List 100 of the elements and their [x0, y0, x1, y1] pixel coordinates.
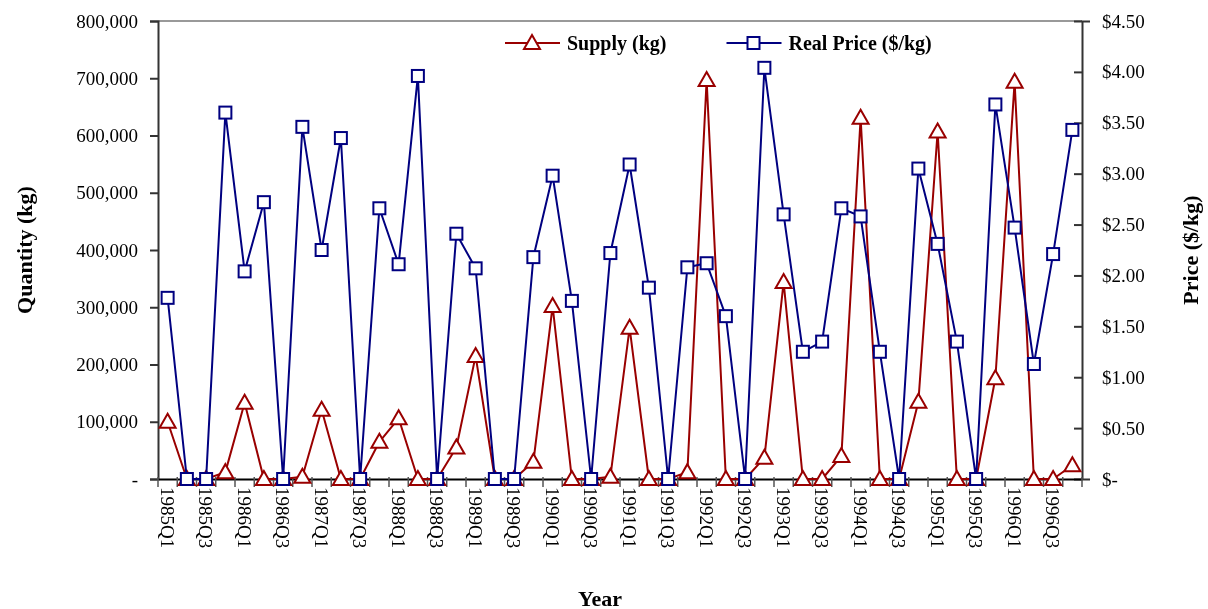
y-tick-label: 300,000	[76, 296, 138, 318]
point	[218, 105, 233, 120]
point	[930, 236, 945, 251]
point	[391, 257, 406, 272]
x-tick-label: 1987Q3	[349, 487, 371, 549]
x-tick-label: 1985Q3	[195, 487, 217, 549]
point	[853, 209, 868, 224]
y-tick-label: 500,000	[76, 182, 138, 204]
point	[562, 470, 581, 486]
point	[815, 334, 830, 349]
x-tick-label: 1995Q3	[965, 487, 987, 549]
x-tick-label: 1994Q3	[888, 487, 910, 549]
point	[870, 470, 889, 486]
y2-tick-label: $4.00	[1102, 61, 1145, 83]
x-tick-label: 1987Q1	[310, 487, 332, 549]
x-axis-title: Year	[578, 586, 623, 609]
y2-tick-label: $2.00	[1102, 265, 1145, 287]
x-tick-label: 1994Q1	[849, 487, 871, 549]
legend-label: Supply (kg)	[567, 32, 667, 55]
point	[909, 392, 928, 409]
point	[447, 438, 466, 455]
point	[466, 346, 485, 363]
point	[795, 344, 810, 359]
point	[216, 463, 235, 480]
x-tick-label: 1990Q1	[541, 487, 563, 549]
point	[1063, 456, 1082, 473]
point	[524, 452, 543, 469]
y2-tick-label: $1.00	[1102, 366, 1145, 388]
y-tick-label: 100,000	[76, 411, 138, 433]
x-tick-label: 1988Q1	[387, 487, 409, 549]
point	[697, 70, 716, 87]
point	[988, 97, 1003, 112]
y-tick-label: 400,000	[76, 239, 138, 261]
point	[834, 201, 849, 216]
y-tick-label: 200,000	[76, 354, 138, 376]
x-tick-label: 1991Q3	[657, 487, 679, 549]
point	[716, 470, 735, 486]
point	[949, 334, 964, 349]
point	[1005, 72, 1024, 89]
y2-axis-title: Price ($/kg)	[1178, 195, 1203, 305]
point	[158, 412, 177, 429]
point	[755, 448, 774, 465]
point	[1046, 247, 1061, 262]
point	[370, 432, 389, 449]
point	[813, 470, 832, 486]
x-tick-label: 1993Q1	[772, 487, 794, 549]
x-tick-label: 1993Q3	[811, 487, 833, 549]
point	[526, 250, 541, 265]
y-axis-title: Quantity (kg)	[12, 186, 37, 314]
point	[314, 243, 329, 257]
point	[449, 226, 464, 241]
point	[1026, 356, 1041, 371]
point	[601, 467, 620, 484]
y-tick-label: 700,000	[76, 67, 138, 89]
point	[680, 260, 695, 275]
y-tick-label: 800,000	[76, 10, 138, 32]
y-tick-label: 600,000	[76, 125, 138, 147]
point	[372, 201, 387, 216]
point	[333, 131, 348, 146]
y2-tick-label: $0.50	[1102, 417, 1145, 439]
point	[410, 68, 425, 83]
point	[718, 309, 733, 324]
point	[986, 369, 1005, 386]
x-tick-label: 1990Q3	[580, 487, 602, 549]
point	[235, 393, 254, 410]
x-tick-label: 1985Q1	[156, 487, 178, 549]
point	[468, 261, 483, 276]
point	[408, 470, 427, 486]
y2-tick-label: $4.50	[1102, 10, 1145, 32]
x-tick-label: 1995Q1	[926, 487, 948, 549]
x-tick-label: 1992Q3	[734, 487, 756, 549]
point	[543, 297, 562, 314]
point	[699, 256, 714, 271]
y2-tick-label: $1.50	[1102, 315, 1145, 337]
point	[793, 470, 812, 486]
point	[256, 195, 271, 210]
point	[757, 60, 772, 75]
x-tick-label: 1989Q1	[464, 487, 486, 549]
point	[1065, 122, 1080, 137]
point	[160, 290, 175, 305]
x-tick-label: 1986Q3	[272, 487, 294, 549]
point	[622, 157, 637, 172]
point	[1024, 470, 1043, 486]
point	[832, 447, 851, 464]
point	[389, 409, 408, 426]
point	[295, 119, 310, 134]
x-tick-label: 1996Q3	[1042, 487, 1064, 549]
point	[564, 293, 579, 308]
point	[237, 264, 252, 279]
point	[312, 400, 331, 417]
point	[639, 470, 658, 486]
y-tick-label: -	[131, 468, 138, 490]
y2-tick-label: $2.50	[1102, 214, 1145, 236]
y2-tick-label: $-	[1102, 468, 1118, 490]
x-tick-label: 1986Q1	[233, 487, 255, 549]
point	[603, 246, 618, 261]
point	[928, 122, 947, 139]
point	[331, 470, 350, 486]
point	[911, 161, 926, 176]
x-tick-label: 1991Q1	[618, 487, 640, 549]
